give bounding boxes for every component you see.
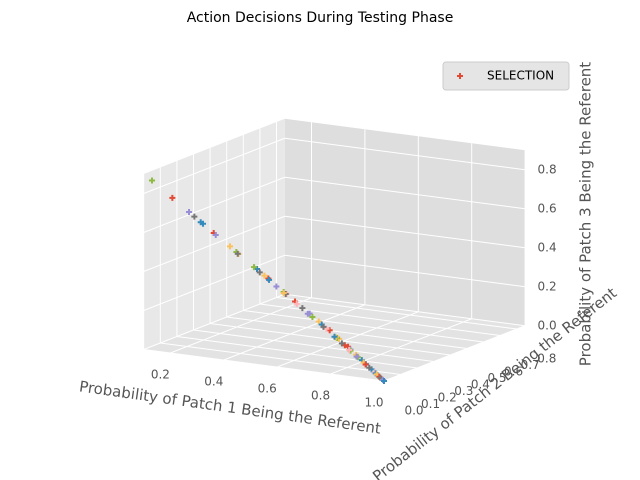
point	[186, 209, 193, 215]
x-axis-label: Probability of Patch 1 Being the Referen…	[78, 377, 382, 437]
y-tick-label: 0.4	[471, 378, 490, 392]
point	[293, 300, 300, 307]
back-pane	[284, 118, 526, 326]
point	[234, 250, 241, 257]
grid-line	[143, 349, 385, 382]
y-tick-label: 0.6	[504, 365, 523, 379]
point	[362, 361, 369, 368]
grid-line	[284, 137, 526, 171]
point	[315, 318, 322, 325]
z-tick-label: 0.4	[538, 240, 557, 254]
x-tick-label: 1.0	[364, 396, 383, 410]
x-tick-label: 0.6	[258, 382, 277, 396]
point	[299, 305, 306, 312]
grid-line	[284, 215, 526, 249]
point	[169, 194, 176, 201]
z-tick-label: 0.2	[538, 279, 557, 293]
point	[381, 378, 387, 384]
grid-line	[284, 254, 526, 288]
point	[266, 276, 273, 283]
point	[256, 269, 263, 276]
grid-line	[143, 215, 285, 272]
x-tick-label: 0.4	[204, 375, 223, 389]
point	[191, 213, 198, 220]
grid-line	[223, 304, 366, 361]
grid-line	[330, 318, 472, 375]
chart-title: Action Decisions During Testing Phase	[187, 10, 454, 26]
grid-line	[143, 176, 285, 233]
grid-line	[243, 310, 484, 343]
x-tick-label: 0.8	[311, 389, 330, 403]
y-tick-label: 0.8	[537, 352, 556, 366]
grid-line	[284, 293, 526, 327]
grid-line	[210, 323, 451, 356]
grid-line	[176, 336, 418, 369]
point	[331, 333, 338, 340]
point	[320, 323, 327, 330]
legend-marker	[457, 73, 463, 79]
point	[149, 177, 155, 184]
z-tick-label: 0.8	[538, 162, 557, 176]
grid-line	[143, 254, 285, 311]
point	[366, 364, 373, 371]
point	[309, 314, 316, 320]
grid-line	[143, 293, 285, 350]
grid-line	[226, 316, 468, 349]
grid-line	[276, 297, 517, 330]
point	[280, 290, 287, 297]
y-tick-label: 0.7	[521, 358, 540, 372]
legend-box	[442, 61, 570, 91]
point	[197, 219, 204, 226]
point	[346, 347, 353, 353]
z-axis-label: Probability of Patch 3 Being the Referen…	[577, 62, 595, 366]
grid-line	[284, 176, 526, 210]
point	[326, 327, 333, 334]
grid-line	[383, 325, 526, 382]
point	[261, 272, 268, 279]
z-tick-label: 0.6	[538, 201, 557, 215]
point	[251, 264, 258, 271]
legend-label: SELECTION	[487, 69, 554, 83]
y-tick-label: 0.0	[404, 404, 423, 418]
grid-line	[170, 297, 312, 354]
y-tick-label: 0.3	[454, 384, 473, 398]
grid-line	[193, 329, 434, 362]
grid-line	[277, 311, 419, 368]
point	[273, 283, 280, 290]
point	[338, 340, 345, 347]
point	[304, 310, 311, 317]
y-tick-label: 0.2	[438, 391, 457, 405]
point	[353, 353, 360, 360]
grid-line	[259, 303, 501, 336]
y-tick-label: 0.5	[487, 371, 506, 385]
legend: SELECTION	[442, 61, 570, 91]
grid-line	[160, 342, 401, 375]
x-tick-label: 0.2	[151, 368, 170, 382]
z-tick-label: 0.0	[538, 318, 557, 332]
grid-line	[143, 137, 285, 194]
y-tick-label: 0.1	[421, 397, 440, 411]
point	[212, 232, 219, 238]
point	[227, 243, 234, 250]
